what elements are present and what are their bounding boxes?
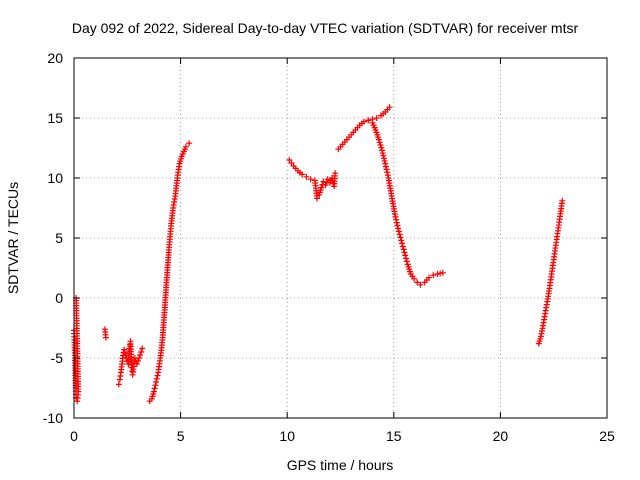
y-tick-label: -5 [51,350,64,366]
data-point [386,104,393,111]
grid-lines [74,58,607,418]
data-point [392,213,399,220]
data-point [399,240,406,247]
data-point [186,140,193,147]
data-point [381,157,388,164]
data-point [134,358,141,364]
x-axis-label: GPS time / hours [287,457,394,473]
y-tick-label: 0 [55,290,63,306]
data-point [397,234,404,241]
data-point [115,381,122,388]
data-point [384,172,391,179]
data-point [393,219,400,226]
x-tick-label: 10 [279,428,295,444]
data-point [332,170,339,177]
data-point [369,116,376,123]
data-point [154,372,161,379]
data-point [299,171,306,178]
data-point [136,355,143,361]
y-axis-label: SDTVAR / TECUs [5,182,21,294]
data-point [152,382,159,389]
data-point [380,155,387,162]
data-point [425,274,432,281]
data-point [303,173,310,180]
data-point [121,349,128,356]
data-point [324,176,331,183]
y-tick-label: 15 [47,110,63,126]
y-tick-label: 20 [47,50,63,66]
axis-ticks: 0 5 10 15 20 25 -10 -5 0 5 10 15 20 [43,50,615,444]
data-point [133,361,140,367]
data-point [153,379,160,385]
data-point [139,345,146,352]
data-point [373,115,380,121]
data-point [393,216,400,223]
y-tick-label: 5 [55,230,63,246]
data-point [377,142,384,148]
data-point [137,352,144,358]
data-point [378,144,385,151]
data-point [402,252,409,259]
data-point [411,275,418,282]
data-point [403,258,410,265]
data-point [322,182,329,189]
data-point [383,166,390,173]
data-point [401,249,408,256]
data-point [382,163,389,170]
data-point [394,222,401,229]
data-point [414,279,421,286]
data-point [559,197,566,204]
data-point [375,136,382,143]
data-point [376,139,383,146]
x-tick-label: 25 [599,428,615,444]
x-tick-label: 0 [70,428,78,444]
data-point [430,272,437,279]
data-point [403,255,410,262]
data-point [439,269,446,276]
data-point [417,281,424,288]
data-point [379,147,386,154]
data-point [318,184,325,191]
data-point [121,346,128,353]
data-point [182,143,189,150]
data-point [360,118,367,125]
data-point [122,352,129,359]
x-tick-label: 20 [493,428,509,444]
data-point [379,150,386,157]
y-tick-label: -10 [43,410,63,426]
plot-frame [73,57,608,419]
data-point [150,388,157,395]
data-point [138,349,145,355]
y-tick-label: 10 [47,170,63,186]
chart-title: Day 092 of 2022, Sidereal Day-to-day VTE… [72,20,579,36]
x-tick-label: 15 [386,428,402,444]
data-point [151,385,158,392]
data-point [398,237,405,244]
data-points [71,104,566,405]
data-point [399,243,406,250]
data-point [384,169,391,176]
data-point [400,246,407,253]
data-point [102,334,109,341]
data-point [382,160,389,167]
x-tick-label: 5 [177,428,185,444]
data-point [307,176,314,183]
data-point [396,231,403,238]
data-point [153,375,160,382]
data-point [365,117,372,124]
data-point [395,225,402,232]
data-point [395,228,402,235]
data-point [391,211,398,217]
data-point [380,152,387,159]
data-point [314,195,321,202]
